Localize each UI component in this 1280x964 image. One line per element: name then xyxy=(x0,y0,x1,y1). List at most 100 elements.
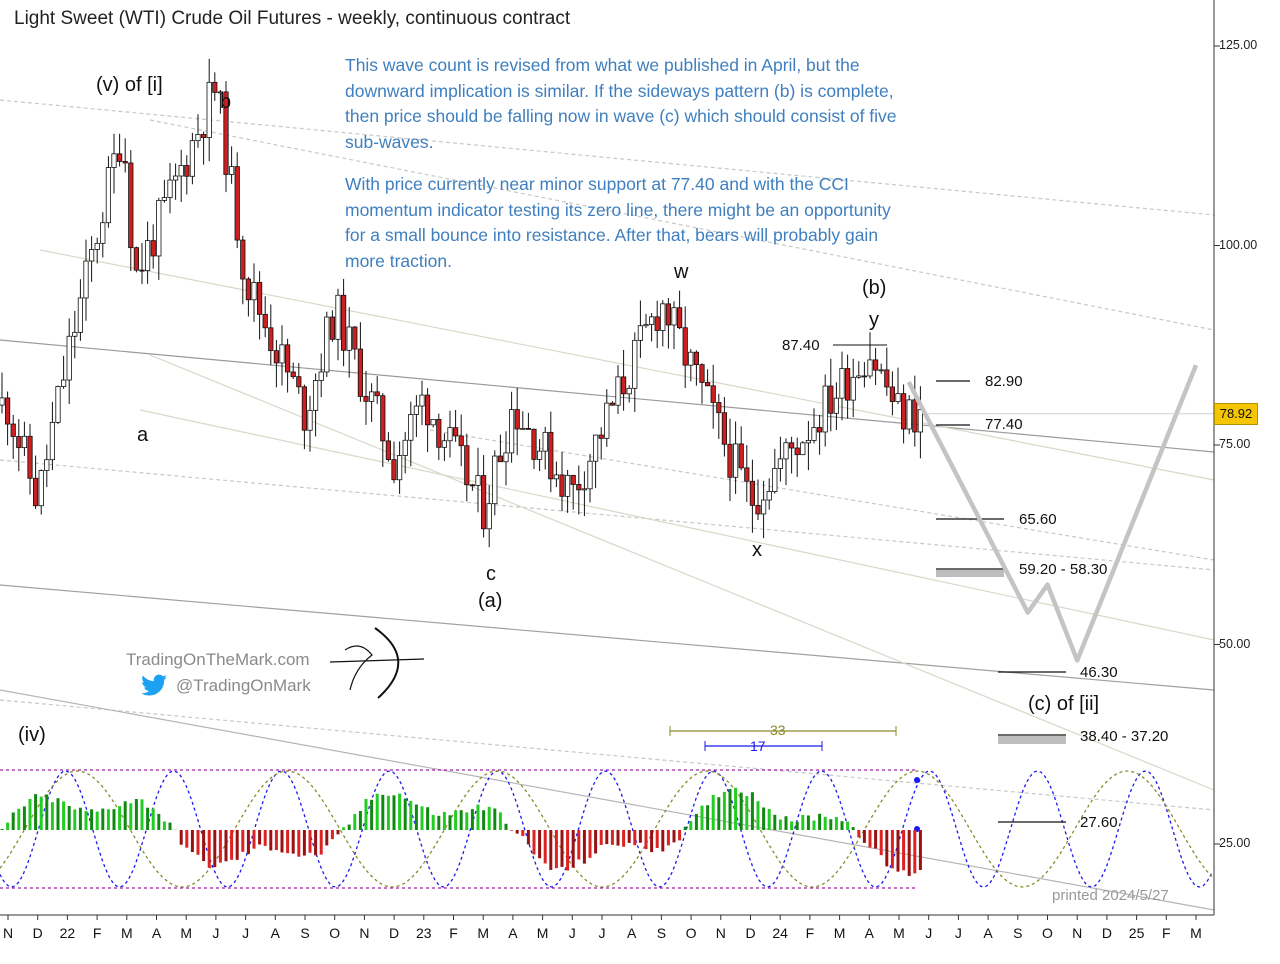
x-tick-label: J xyxy=(242,925,250,941)
candle-body xyxy=(508,409,515,454)
wave-label-v-of-i: (v) of [i] xyxy=(96,74,163,96)
channel-line xyxy=(0,99,1215,216)
candle-body xyxy=(777,458,784,469)
cci-histogram xyxy=(0,787,922,876)
level-lines xyxy=(833,344,1066,823)
candle-body xyxy=(469,484,476,487)
level-label-8290: 82.90 xyxy=(985,373,1023,390)
candle-body xyxy=(122,161,128,164)
candle-body xyxy=(688,351,694,366)
x-tick-label: J xyxy=(925,925,933,941)
candle-body xyxy=(77,297,83,333)
candle-body xyxy=(212,81,218,93)
candle-body xyxy=(189,140,195,177)
candle-body xyxy=(172,175,179,181)
x-tick-label: D xyxy=(1101,925,1112,941)
candle-body xyxy=(307,409,313,431)
candle-body xyxy=(637,325,644,341)
x-tick-label: N xyxy=(2,925,14,941)
candle-body xyxy=(738,443,744,469)
candle-body xyxy=(424,394,431,426)
x-tick-label: F xyxy=(1162,925,1171,941)
candle-body xyxy=(150,240,156,257)
x-tick-label: S xyxy=(656,925,667,941)
candle-body xyxy=(671,307,677,326)
x-tick-label: J xyxy=(954,925,962,941)
candle-body xyxy=(587,460,593,490)
candle-body xyxy=(27,435,33,479)
wave-label-b: b xyxy=(220,91,232,113)
candle-body xyxy=(44,459,50,471)
candle-body xyxy=(906,399,912,430)
candle-body xyxy=(604,402,610,439)
candle-body xyxy=(391,459,397,481)
candle-body xyxy=(497,455,504,463)
projection-path xyxy=(906,364,1214,663)
candle-body xyxy=(441,440,448,448)
candle-body xyxy=(413,405,420,415)
candle-body xyxy=(514,409,520,430)
candle-body xyxy=(357,348,364,397)
cycle-overlay xyxy=(0,726,1213,888)
candle-body xyxy=(38,470,44,507)
x-tick-label: F xyxy=(805,925,815,941)
brand-site: TradingOnTheMark.com xyxy=(126,650,310,669)
candle-body xyxy=(626,387,632,395)
y-tick-label: 125.00 xyxy=(1219,38,1258,52)
candle-body xyxy=(21,435,28,449)
candle-body xyxy=(850,376,856,401)
candle-body xyxy=(749,480,756,506)
candle-body xyxy=(492,455,498,505)
candle-body xyxy=(615,376,621,406)
candle-body xyxy=(710,385,716,403)
candle-body xyxy=(794,447,800,456)
archer-stroke xyxy=(344,645,373,691)
wave-label-wave-b: (b) xyxy=(862,277,887,299)
cycle-17-wave xyxy=(0,770,1213,888)
wave-label-wave-a: (a) xyxy=(478,590,503,612)
candle-body xyxy=(458,435,464,447)
x-tick-label: N xyxy=(359,925,370,941)
level-label-3840: 38.40 - 37.20 xyxy=(1080,728,1169,745)
y-tick-label: 50.00 xyxy=(1219,636,1251,651)
candle-body xyxy=(660,303,666,331)
candle-body xyxy=(396,455,403,481)
candlesticks xyxy=(0,58,924,548)
x-tick-label: O xyxy=(1042,925,1053,941)
x-tick-label: S xyxy=(1013,925,1023,941)
candle-body xyxy=(693,351,700,366)
candle-body xyxy=(139,269,145,272)
x-tick-label: M xyxy=(180,925,193,941)
x-tick-label: 23 xyxy=(416,925,432,941)
candle-body xyxy=(576,484,582,491)
candle-body xyxy=(55,386,61,423)
wave-label-iv: (iv) xyxy=(18,724,46,746)
x-tick-label: A xyxy=(270,925,280,941)
candle-body xyxy=(296,376,302,388)
candle-body xyxy=(245,278,251,301)
candle-body xyxy=(324,316,330,373)
candle-body xyxy=(368,391,375,402)
level-label-7740: 77.40 xyxy=(985,416,1023,433)
candle-body xyxy=(346,326,352,351)
candle-body xyxy=(94,242,100,250)
candle-body xyxy=(340,294,347,351)
candle-body xyxy=(61,379,67,387)
wave-label-y: y xyxy=(869,309,879,331)
channel-line xyxy=(0,699,1215,811)
wave-label-c: c xyxy=(486,563,496,585)
x-tick-label: M xyxy=(120,925,133,941)
candle-body xyxy=(609,402,616,406)
candle-body xyxy=(475,475,481,486)
candle-body xyxy=(452,427,459,437)
x-tick-label: M xyxy=(477,925,490,941)
annotation-note-2: With price currently near minor support … xyxy=(345,174,891,271)
level-label-8740: 87.40 xyxy=(782,337,820,354)
candle-body xyxy=(542,431,548,452)
candle-body xyxy=(100,222,106,244)
candle-body xyxy=(565,474,571,497)
x-tick-label: J xyxy=(598,925,606,941)
candle-body xyxy=(755,504,761,515)
trend-channels xyxy=(0,99,1215,911)
x-tick-label: A xyxy=(864,925,874,941)
